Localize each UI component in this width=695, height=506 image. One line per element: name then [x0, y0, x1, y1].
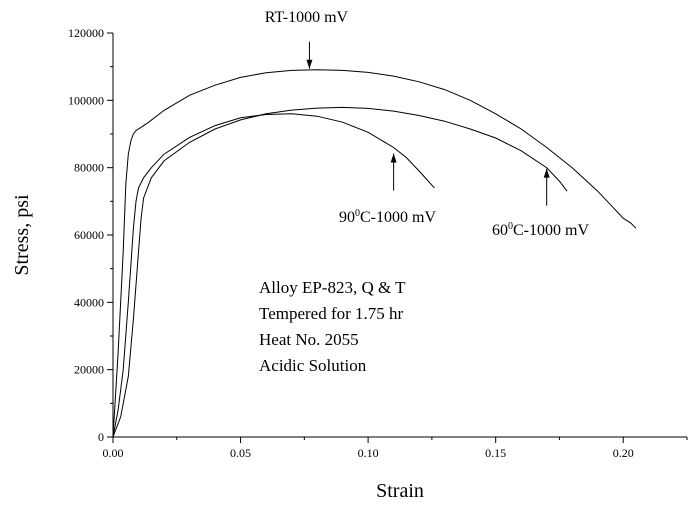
y-tick-label: 40000 [74, 295, 104, 309]
series-line-rt-1000-mv [112, 69, 637, 438]
sixty-c-label: 600C-1000 mV [492, 221, 589, 239]
ninety-c-arrow-head [390, 153, 397, 163]
info-line-tempered: Tempered for 1.75 hr [259, 304, 404, 323]
y-tick-label: 120000 [68, 26, 104, 40]
y-tick-label: 20000 [74, 363, 104, 377]
y-tick-label: 80000 [74, 161, 104, 175]
annotation-layer: RT-1000 mV 900C-1000 mV 600C-1000 mV [265, 9, 590, 239]
x-ticks: 0.00 0.05 0.10 0.15 0.20 [103, 437, 688, 460]
rt-arrow-head [306, 59, 313, 69]
x-tick-label: 0.20 [613, 446, 634, 460]
rt-label: RT-1000 mV [265, 9, 349, 26]
x-tick-label: 0.00 [103, 446, 124, 460]
x-tick-label: 0.05 [230, 446, 251, 460]
y-tick-label: 0 [98, 430, 104, 444]
x-axis-title: Strain [376, 480, 424, 502]
x-tick-label: 0.10 [358, 446, 379, 460]
info-line-heat: Heat No. 2055 [259, 330, 359, 349]
info-block: Alloy EP-823, Q & T Tempered for 1.75 hr… [259, 278, 406, 375]
ninety-c-label: 900C-1000 mV [339, 208, 436, 226]
sixty-c-arrow-head [543, 168, 550, 178]
x-tick-label: 0.15 [485, 446, 506, 460]
series-line-90-c-1000-mv [112, 113, 435, 438]
series-layer [112, 69, 637, 438]
info-line-alloy: Alloy EP-823, Q & T [259, 278, 406, 297]
info-line-solution: Acidic Solution [259, 356, 367, 375]
axes [112, 33, 687, 438]
y-axis-title: Stress, psi [11, 194, 33, 276]
y-tick-label: 60000 [74, 228, 104, 242]
y-tick-label: 100000 [68, 93, 104, 107]
y-ticks: 0 20000 40000 60000 80000 100000 120000 [68, 26, 113, 444]
series-line-60-c-1000-mv [112, 106, 568, 438]
